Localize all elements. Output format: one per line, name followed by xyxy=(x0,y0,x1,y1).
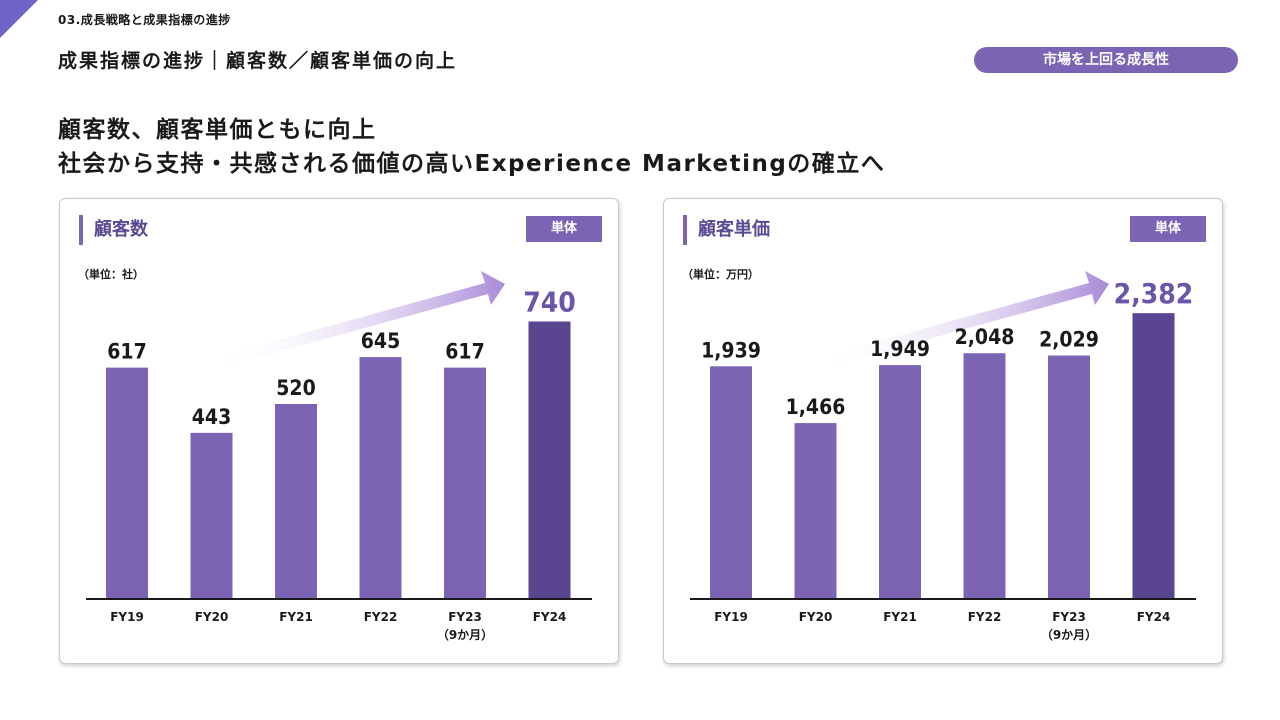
bar-fy21 xyxy=(879,365,921,599)
bar-fy22 xyxy=(963,353,1006,599)
page-title: 成果指標の進捗｜顧客数／顧客単価の向上 xyxy=(58,50,458,72)
chart-title: 顧客数 xyxy=(79,215,148,245)
bar-fy19 xyxy=(106,367,148,599)
x-tick-label: FY19 xyxy=(110,610,144,624)
bar-fy20 xyxy=(190,432,233,599)
bar-fy20 xyxy=(794,423,837,599)
x-tick-label: FY23 xyxy=(448,610,482,624)
value-label: 617 xyxy=(107,340,146,364)
value-label: 520 xyxy=(276,376,315,400)
bar-fy22 xyxy=(359,357,402,599)
x-tick-sublabel: （9か月） xyxy=(437,627,493,642)
value-label: 443 xyxy=(192,405,231,429)
value-label: 617 xyxy=(445,340,484,364)
x-tick-label: FY24 xyxy=(533,610,567,624)
corner-accent xyxy=(0,0,38,38)
chart-title: 顧客単価 xyxy=(683,215,770,245)
headline-line-1: 顧客数、顧客単価ともに向上 xyxy=(58,117,377,143)
bar-fy24 xyxy=(528,321,571,599)
value-label: 2,029 xyxy=(1039,328,1099,352)
x-tick-label: FY22 xyxy=(968,610,1002,624)
value-label: 740 xyxy=(523,286,576,319)
x-tick-sublabel: （9か月） xyxy=(1041,627,1097,642)
trend-arrow xyxy=(210,271,505,369)
unit-price-chart: 1,939 FY19 1,466 FY20 1,949 FY21 2,048 FY22 2,02… xyxy=(690,271,1196,642)
entity-tag: 単体 xyxy=(526,216,602,242)
entity-tag: 単体 xyxy=(1130,216,1206,242)
x-tick-label: FY20 xyxy=(195,610,229,624)
headline-line-2: 社会から支持・共感される価値の高いExperience Marketingの確立… xyxy=(58,151,886,177)
x-tick-label: FY20 xyxy=(799,610,833,624)
trend-arrow xyxy=(814,271,1109,369)
section-label: 03.成長戦略と成果指標の進捗 xyxy=(58,13,231,27)
x-tick-label: FY19 xyxy=(714,610,748,624)
x-tick-label: FY21 xyxy=(279,610,313,624)
customer-count-card: 顧客数 単体 （単位：社） 617 FY19 443 FY20 520 FY21 645 FY… xyxy=(59,198,619,664)
x-tick-label: FY22 xyxy=(364,610,398,624)
value-label: 1,939 xyxy=(701,338,761,362)
x-tick-label: FY23 xyxy=(1052,610,1086,624)
unit-label: （単位：万円） xyxy=(682,268,759,281)
value-label: 1,949 xyxy=(870,337,930,361)
x-tick-label: FY24 xyxy=(1137,610,1171,624)
value-label: 1,466 xyxy=(786,395,846,419)
growth-badge: 市場を上回る成長性 xyxy=(974,47,1238,73)
bar-fy21 xyxy=(275,404,317,599)
customer-count-chart: 617 FY19 443 FY20 520 FY21 645 FY22 617 FY23 （9か月）… xyxy=(86,271,592,642)
bar-fy24 xyxy=(1132,313,1175,599)
unit-label: （単位：社） xyxy=(78,268,144,281)
bar-fy23 xyxy=(1048,355,1090,599)
value-label: 2,048 xyxy=(955,325,1015,349)
value-label: 2,382 xyxy=(1114,277,1194,310)
bar-fy19 xyxy=(710,366,752,599)
unit-price-card: 顧客単価 単体 （単位：万円） 1,939 FY19 1,466 FY20 1,949 F… xyxy=(663,198,1223,664)
bar-fy23 xyxy=(444,367,486,599)
value-label: 645 xyxy=(361,329,400,353)
x-tick-label: FY21 xyxy=(883,610,917,624)
